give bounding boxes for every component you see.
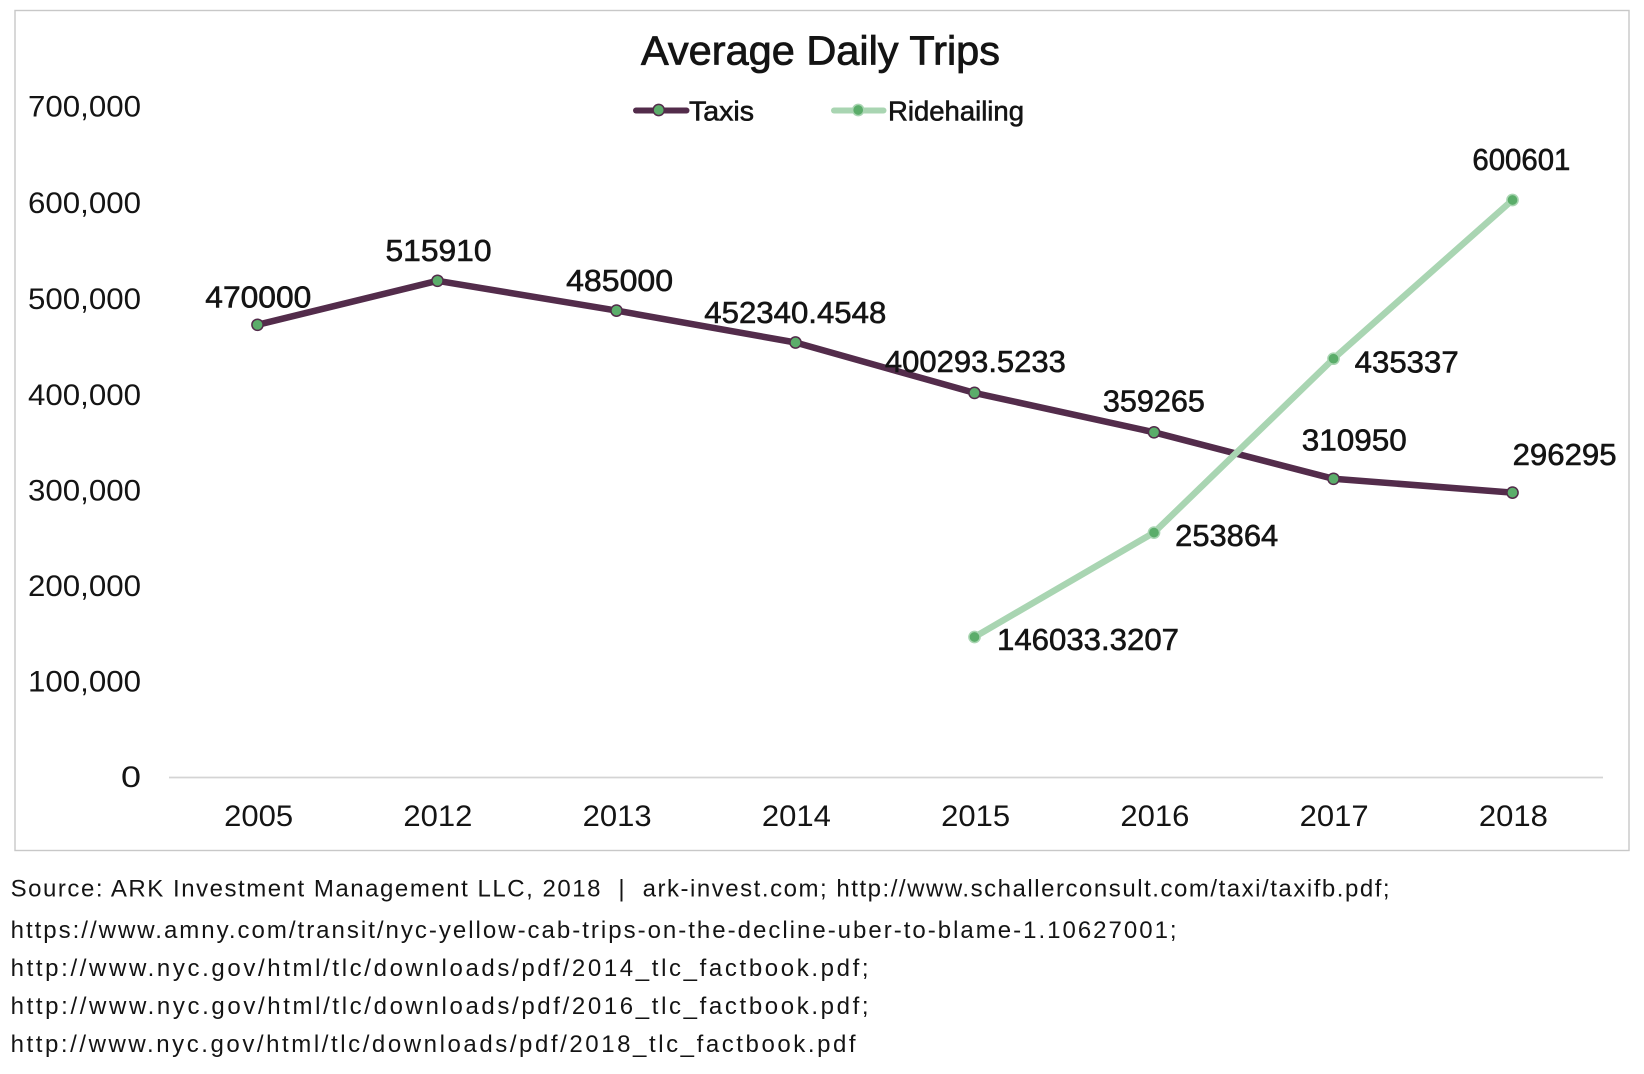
svg-text:359265: 359265 <box>1103 385 1205 419</box>
svg-text:600,000: 600,000 <box>28 187 141 220</box>
svg-text:http://www.nyc.gov/html/tlc/do: http://www.nyc.gov/html/tlc/downloads/pd… <box>11 955 869 982</box>
svg-text:https://www.amny.com/transit/n: https://www.amny.com/transit/nyc-yellow-… <box>11 917 1177 944</box>
svg-text:400293.5233: 400293.5233 <box>885 345 1066 379</box>
svg-text:2005: 2005 <box>224 800 293 833</box>
svg-text:146033.3207: 146033.3207 <box>997 623 1179 657</box>
svg-text:2015: 2015 <box>941 800 1010 833</box>
svg-text:435337: 435337 <box>1355 345 1459 379</box>
svg-text:2014: 2014 <box>762 800 831 833</box>
svg-text:http://www.nyc.gov/html/tlc/do: http://www.nyc.gov/html/tlc/downloads/pd… <box>11 993 869 1020</box>
svg-text:600601: 600601 <box>1472 143 1570 177</box>
svg-text:200,000: 200,000 <box>28 570 141 603</box>
svg-text:452340.4548: 452340.4548 <box>704 296 886 330</box>
svg-text:Average Daily Trips: Average Daily Trips <box>641 28 1000 74</box>
svg-text:2018: 2018 <box>1479 800 1548 833</box>
svg-text:400,000: 400,000 <box>28 379 141 412</box>
svg-text:300,000: 300,000 <box>28 475 141 508</box>
svg-text:700,000: 700,000 <box>28 91 141 124</box>
svg-text:253864: 253864 <box>1175 519 1278 553</box>
svg-text:515910: 515910 <box>386 234 492 268</box>
svg-text:Ridehailing: Ridehailing <box>888 96 1024 127</box>
svg-text:2016: 2016 <box>1120 800 1189 833</box>
svg-text:2017: 2017 <box>1300 800 1369 833</box>
svg-text:485000: 485000 <box>566 264 673 298</box>
svg-text:Taxis: Taxis <box>689 96 754 127</box>
svg-text:310950: 310950 <box>1302 424 1407 458</box>
svg-text:2013: 2013 <box>583 800 652 833</box>
svg-text:Source: ARK Investment Managem: Source: ARK Investment Management LLC, 2… <box>11 876 1390 903</box>
svg-text:http://www.nyc.gov/html/tlc/do: http://www.nyc.gov/html/tlc/downloads/pd… <box>11 1031 856 1058</box>
svg-text:296295: 296295 <box>1513 438 1617 472</box>
svg-text:470000: 470000 <box>205 281 311 315</box>
svg-text:100,000: 100,000 <box>28 666 141 699</box>
svg-text:500,000: 500,000 <box>28 283 141 316</box>
svg-text:2012: 2012 <box>403 800 472 833</box>
svg-text:0: 0 <box>121 761 141 794</box>
